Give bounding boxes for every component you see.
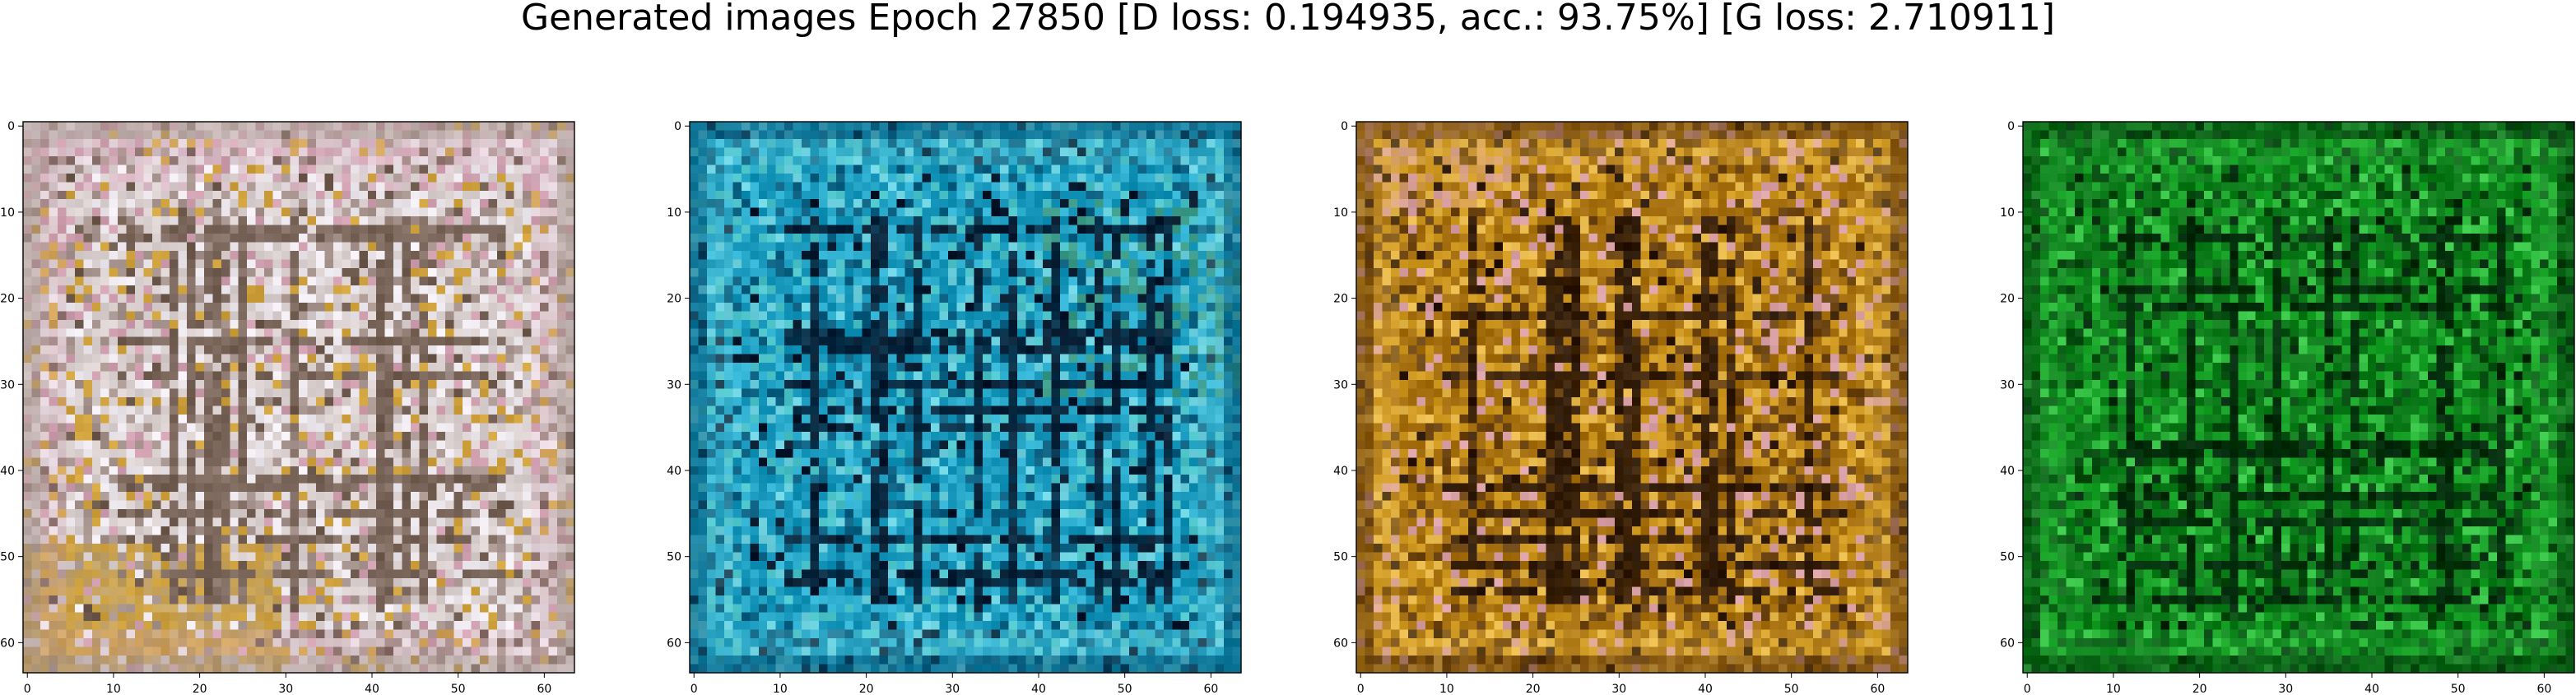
- x-tick-label: 0: [2024, 683, 2031, 695]
- y-tick-label: 40: [1333, 465, 1348, 478]
- x-tick-label: 60: [1203, 683, 1218, 695]
- x-tick-label: 10: [2106, 683, 2121, 695]
- y-tick-label: 10: [0, 206, 15, 220]
- x-tick-label: 0: [24, 683, 31, 695]
- x-tick-label: 0: [690, 683, 698, 695]
- y-tick-label: 0: [7, 120, 15, 133]
- image-panel-2: 0 10 20 30 40 50 60 0 10 20 30 40 50 60: [667, 120, 1241, 695]
- image-panel-4: 0 10 20 30 40 50 60 0 10 20 30 40 50 60: [2000, 120, 2574, 695]
- y-tick-label: 50: [1333, 551, 1348, 564]
- y-tick-label: 50: [0, 551, 15, 564]
- x-tick-label: 20: [859, 683, 874, 695]
- y-tick-label: 60: [0, 637, 15, 650]
- image-panel-1: 0 10 20 30 40 50 60 0 10 20 30 40 50 60: [0, 120, 574, 695]
- y-tick-label: 20: [1333, 293, 1348, 306]
- generated-image-pixels: [23, 122, 574, 673]
- y-tick-label: 10: [667, 206, 681, 220]
- y-tick-label: 20: [2000, 293, 2015, 306]
- x-tick-label: 50: [2451, 683, 2466, 695]
- x-tick-label: 30: [2278, 683, 2293, 695]
- y-tick-label: 40: [667, 465, 681, 478]
- x-tick-label: 60: [1870, 683, 1885, 695]
- x-tick-label: 10: [773, 683, 788, 695]
- y-tick-label: 20: [667, 293, 681, 306]
- y-tick-label: 60: [667, 637, 681, 650]
- y-tick-label: 30: [0, 378, 15, 392]
- y-tick-label: 40: [0, 465, 15, 478]
- x-tick-label: 50: [1118, 683, 1132, 695]
- y-tick-label: 0: [674, 120, 681, 133]
- x-tick-label: 50: [451, 683, 466, 695]
- x-tick-label: 50: [1784, 683, 1799, 695]
- x-tick-label: 40: [1698, 683, 1713, 695]
- x-tick-label: 60: [537, 683, 551, 695]
- x-tick-label: 20: [1526, 683, 1541, 695]
- generated-image-pixels: [1356, 122, 1908, 673]
- x-tick-label: 30: [1611, 683, 1626, 695]
- x-tick-label: 40: [365, 683, 379, 695]
- y-tick-label: 30: [1333, 378, 1348, 392]
- x-tick-label: 0: [1357, 683, 1365, 695]
- y-tick-label: 40: [2000, 465, 2015, 478]
- generated-image-pixels: [690, 122, 1241, 673]
- x-tick-label: 30: [278, 683, 293, 695]
- generated-image-pixels: [2023, 122, 2574, 673]
- y-tick-label: 10: [2000, 206, 2015, 220]
- x-tick-label: 10: [106, 683, 121, 695]
- y-tick-label: 0: [2007, 120, 2015, 133]
- x-tick-label: 30: [945, 683, 960, 695]
- x-tick-label: 10: [1439, 683, 1454, 695]
- y-tick-label: 50: [2000, 551, 2015, 564]
- x-tick-label: 40: [1031, 683, 1046, 695]
- x-tick-label: 20: [193, 683, 207, 695]
- x-tick-label: 60: [2536, 683, 2551, 695]
- y-tick-label: 60: [2000, 637, 2015, 650]
- y-tick-label: 20: [0, 293, 15, 306]
- y-tick-label: 50: [667, 551, 681, 564]
- x-tick-label: 40: [2364, 683, 2379, 695]
- y-tick-label: 30: [667, 378, 681, 392]
- y-tick-label: 60: [1333, 637, 1348, 650]
- x-tick-label: 20: [2192, 683, 2207, 695]
- y-tick-label: 30: [2000, 378, 2015, 392]
- image-panel-3: 0 10 20 30 40 50 60 0 10 20 30 40 50 60: [1333, 120, 1908, 695]
- y-tick-label: 0: [1341, 120, 1348, 133]
- y-tick-label: 10: [1333, 206, 1348, 220]
